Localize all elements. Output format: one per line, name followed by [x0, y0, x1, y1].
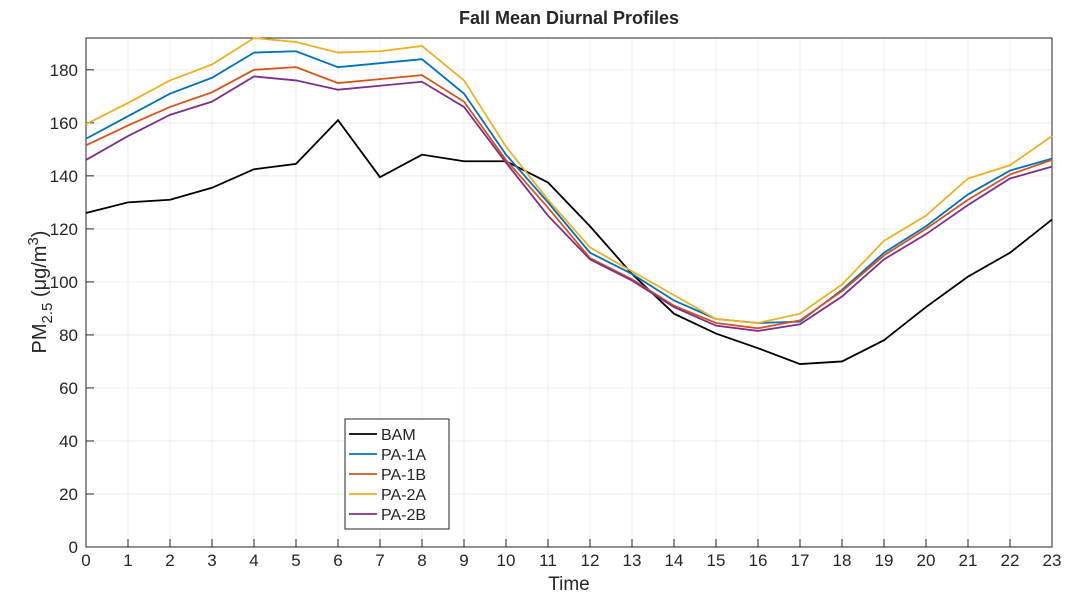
legend-label: PA-1B: [381, 467, 426, 484]
x-tick-label: 2: [165, 551, 174, 570]
y-label-text: ): [29, 231, 51, 238]
legend: BAM PA-1A PA-1B PA-2A PA-2B: [344, 418, 450, 530]
chart-title: Fall Mean Diurnal Profiles: [459, 8, 679, 28]
y-label-text: (μg/m: [29, 246, 51, 303]
y-tick-label: 140: [50, 167, 78, 186]
x-tick-label: 4: [249, 551, 258, 570]
x-tick-label: 9: [459, 551, 468, 570]
legend-label: PA-2A: [381, 487, 426, 504]
legend-label: PA-2B: [381, 507, 426, 524]
x-tick-label: 20: [917, 551, 936, 570]
legend-label: BAM: [381, 427, 416, 444]
x-tick-label: 0: [81, 551, 90, 570]
legend-label: PA-1A: [381, 447, 426, 464]
x-tick-label: 10: [497, 551, 516, 570]
x-tick-label: 1: [123, 551, 132, 570]
y-tick-label: 20: [59, 485, 78, 504]
series-line: [85, 50, 1053, 324]
x-tick-label: 15: [707, 551, 726, 570]
x-tick-label: 7: [375, 551, 384, 570]
y-tick-label: 120: [50, 220, 78, 239]
y-tick-label: 80: [59, 326, 78, 345]
series-line: [85, 118, 1053, 365]
y-tick-label: 60: [59, 379, 78, 398]
x-tick-label: 12: [581, 551, 600, 570]
x-tick-label: 23: [1043, 551, 1062, 570]
x-tick-label: 3: [207, 551, 216, 570]
x-tick-label: 11: [539, 551, 557, 570]
y-tick-label: 0: [69, 538, 78, 557]
y-tick-label: 100: [50, 273, 78, 292]
series-line: [85, 66, 1053, 330]
x-tick-label: 21: [959, 551, 978, 570]
x-tick-label: 22: [1001, 551, 1020, 570]
x-tick-label: 19: [875, 551, 894, 570]
x-tick-label: 14: [665, 551, 684, 570]
x-tick-label: 13: [623, 551, 642, 570]
x-axis-label: Time: [548, 574, 590, 595]
x-tick-label: 16: [749, 551, 768, 570]
series-line: [85, 75, 1053, 332]
y-axis-label: PM2.5 (μg/m3): [25, 231, 56, 354]
y-label-text: PM: [29, 323, 51, 353]
x-tick-label: 5: [291, 551, 300, 570]
y-tick-label: 40: [59, 432, 78, 451]
plot-area: [86, 38, 1052, 547]
y-tick-label: 160: [50, 114, 78, 133]
x-tick-label: 8: [417, 551, 426, 570]
y-label-sub: 2.5: [39, 303, 56, 324]
axes-box: [85, 37, 1053, 548]
series-line: [85, 37, 1053, 324]
x-tick-label: 18: [833, 551, 852, 570]
x-tick-label: 17: [791, 551, 810, 570]
y-label-sup: 3: [25, 237, 42, 245]
y-tick-label: 180: [50, 61, 78, 80]
x-tick-label: 6: [333, 551, 342, 570]
